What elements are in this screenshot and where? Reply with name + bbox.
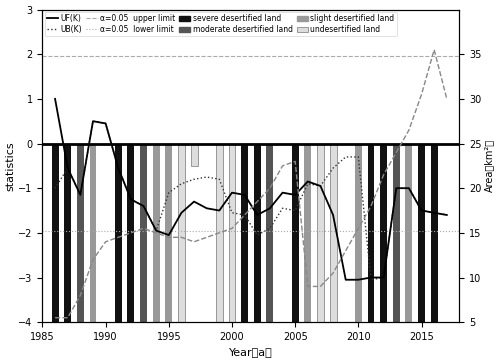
- Bar: [304, 143, 312, 322]
- Bar: [228, 143, 235, 322]
- Bar: [216, 143, 223, 322]
- Bar: [190, 143, 198, 166]
- Bar: [152, 143, 160, 322]
- Bar: [115, 143, 121, 322]
- Bar: [380, 143, 387, 322]
- Bar: [368, 143, 374, 322]
- Bar: [292, 143, 298, 322]
- Bar: [166, 143, 172, 322]
- Y-axis label: statistics: statistics: [6, 141, 16, 191]
- Bar: [241, 143, 248, 322]
- Bar: [355, 143, 362, 322]
- Bar: [77, 143, 84, 322]
- Bar: [406, 143, 412, 322]
- Bar: [393, 143, 400, 322]
- Bar: [330, 143, 336, 322]
- Bar: [317, 143, 324, 322]
- Bar: [418, 143, 425, 322]
- Bar: [128, 143, 134, 322]
- Bar: [140, 143, 147, 322]
- Bar: [304, 143, 312, 322]
- X-axis label: Year（a）: Year（a）: [229, 347, 273, 358]
- Bar: [52, 143, 59, 322]
- Bar: [90, 143, 96, 322]
- Bar: [430, 143, 438, 322]
- Legend: UF(K), UB(K), α=0.05  upper limit, α=0.05  lower limit, severe desertified land,: UF(K), UB(K), α=0.05 upper limit, α=0.05…: [44, 12, 397, 36]
- Y-axis label: Area（km²）: Area（km²）: [484, 139, 494, 192]
- Bar: [266, 143, 274, 322]
- Bar: [254, 143, 260, 322]
- Bar: [178, 143, 185, 322]
- Bar: [64, 143, 71, 322]
